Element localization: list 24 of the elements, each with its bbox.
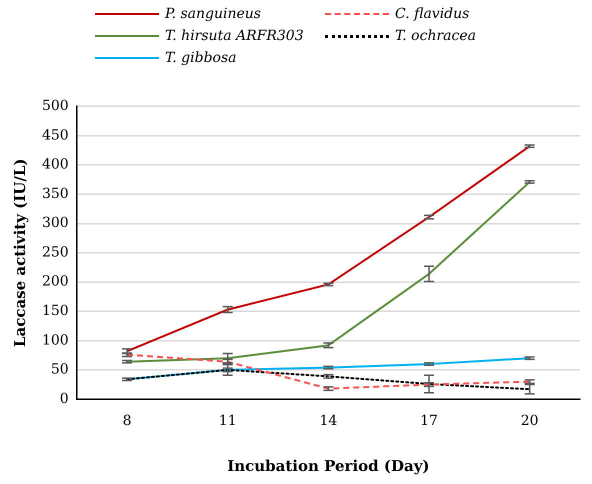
y-tick-label: 300 <box>42 215 69 232</box>
x-axis-title: Incubation Period (Day) <box>227 456 430 475</box>
y-tick-label: 450 <box>42 127 69 144</box>
y-tick-label: 250 <box>42 244 69 260</box>
y-tick-label: 500 <box>42 98 69 114</box>
x-tick-label: 14 <box>319 413 338 430</box>
y-tick-label: 400 <box>42 156 69 173</box>
x-tick-label: 11 <box>218 413 237 430</box>
line-series <box>126 354 531 390</box>
y-tick-label: 200 <box>42 274 69 290</box>
y-tick-label: 350 <box>42 186 69 202</box>
y-tick-label: 100 <box>42 332 69 348</box>
x-tick-label: 17 <box>420 413 438 430</box>
x-tick-label: 20 <box>520 413 539 430</box>
y-tick-label: 0 <box>60 390 69 407</box>
y-tick-label: 150 <box>42 303 69 319</box>
y-tick-label: 50 <box>50 362 69 378</box>
legend-label: T. gibbosa <box>165 50 237 66</box>
legend-label: T. hirsuta ARFR303 <box>165 28 304 44</box>
legend-label: P. sanguineus <box>165 6 261 22</box>
legend-label: T. ochracea <box>395 28 476 44</box>
legend-label: C. flavidus <box>395 6 470 22</box>
x-tick-label: 8 <box>122 413 132 430</box>
y-axis-title: Laccase activity (IU/L) <box>10 158 29 348</box>
